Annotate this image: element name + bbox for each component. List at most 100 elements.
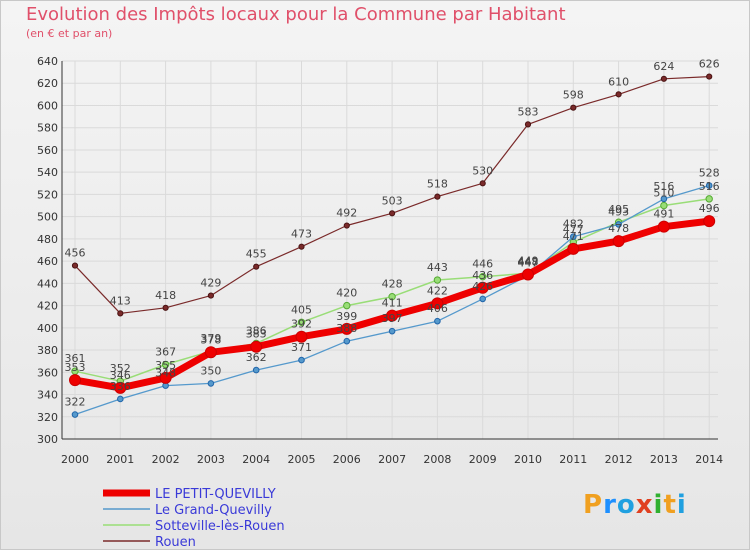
data-point	[660, 195, 668, 203]
data-point	[117, 395, 124, 403]
x-tick-label: 2005	[288, 453, 316, 466]
x-tick-label: 2013	[650, 453, 678, 466]
x-tick-label: 2000	[61, 453, 89, 466]
data-label: 420	[336, 287, 357, 300]
data-label: 449	[518, 254, 539, 267]
data-point	[250, 340, 263, 353]
data-point	[207, 292, 214, 299]
data-point	[295, 330, 308, 343]
data-label: 413	[110, 294, 131, 307]
legend-label: Rouen	[155, 535, 196, 550]
x-tick-label: 2008	[423, 453, 451, 466]
data-point	[161, 360, 170, 369]
data-label: 399	[336, 310, 357, 323]
chart-title: Evolution des Impôts locaux pour la Comm…	[26, 4, 566, 25]
data-label: 353	[65, 361, 86, 374]
x-tick-label: 2006	[333, 453, 361, 466]
chart-subtitle: (en € et par an)	[26, 27, 113, 40]
data-point	[434, 193, 441, 200]
data-label: 448	[518, 255, 539, 268]
data-label: 493	[608, 205, 629, 218]
data-label: 362	[246, 351, 267, 364]
data-label: 624	[653, 60, 674, 73]
data-point	[386, 309, 399, 322]
x-tick-label: 2003	[197, 453, 225, 466]
legend-label: Sotteville-lès-Rouen	[155, 519, 285, 534]
data-point	[570, 104, 577, 111]
data-label: 518	[427, 178, 448, 191]
data-point	[204, 346, 217, 359]
data-point	[253, 263, 260, 270]
data-point	[703, 215, 716, 228]
data-point	[660, 75, 668, 82]
data-label: 348	[155, 367, 176, 380]
data-label: 386	[246, 324, 267, 337]
data-label: 429	[200, 277, 221, 290]
data-point	[524, 121, 532, 128]
data-point	[705, 182, 713, 189]
data-point	[479, 295, 487, 303]
data-label: 447	[518, 257, 539, 270]
legend-label: LE PETIT-QUEVILLY	[155, 487, 276, 502]
x-tick-label: 2002	[152, 453, 180, 466]
data-label: 378	[200, 333, 221, 346]
series-layer	[69, 73, 716, 418]
data-label: 492	[336, 207, 357, 220]
grid	[62, 60, 718, 440]
data-label: 456	[65, 247, 86, 260]
legend-label: Le Grand-Quevilly	[155, 503, 272, 518]
data-label: 446	[472, 258, 493, 271]
data-label: 471	[563, 230, 584, 243]
y-tick-label: 460	[37, 255, 58, 268]
data-label: 361	[65, 352, 86, 365]
data-label: 406	[427, 302, 448, 315]
y-tick-label: 480	[37, 233, 58, 246]
data-label: 426	[472, 280, 493, 293]
data-label: 422	[427, 284, 448, 297]
data-label: 336	[110, 380, 131, 393]
data-label: 478	[608, 222, 629, 235]
y-tick-label: 360	[37, 366, 58, 379]
data-label: 388	[336, 322, 357, 335]
data-label: 379	[200, 332, 221, 345]
data-label: 405	[291, 303, 312, 316]
y-tick-label: 440	[37, 277, 58, 290]
data-point	[388, 292, 396, 301]
data-point	[479, 272, 487, 281]
y-tick-label: 300	[37, 433, 58, 446]
data-label: 510	[653, 187, 674, 200]
data-point	[660, 201, 668, 210]
y-tick-label: 520	[37, 188, 58, 201]
data-point	[162, 304, 169, 311]
data-label: 528	[699, 167, 720, 180]
data-point	[389, 210, 396, 217]
data-label: 455	[246, 248, 267, 261]
data-point	[252, 366, 260, 374]
data-label: 530	[472, 164, 493, 177]
data-point	[479, 180, 486, 187]
logo-letter: i	[676, 490, 687, 520]
data-point	[615, 221, 622, 228]
data-label: 355	[155, 359, 176, 372]
data-label: 443	[427, 261, 448, 274]
data-point	[207, 380, 215, 387]
data-label: 473	[291, 228, 312, 241]
data-point	[612, 235, 625, 248]
y-tick-label: 540	[37, 166, 58, 179]
data-point	[706, 73, 713, 80]
data-point	[343, 301, 351, 310]
data-point	[657, 220, 670, 233]
data-point	[522, 268, 534, 281]
data-label: 350	[200, 364, 221, 377]
data-label: 346	[110, 369, 131, 382]
y-tick-label: 560	[37, 144, 58, 157]
y-tick-label: 320	[37, 411, 58, 424]
y-tick-label: 620	[37, 77, 58, 90]
data-label: 428	[382, 278, 403, 291]
data-label: 383	[246, 328, 267, 341]
y-tick-label: 580	[37, 122, 58, 135]
data-point	[71, 262, 79, 269]
data-label: 477	[563, 223, 584, 236]
data-point	[433, 276, 442, 284]
